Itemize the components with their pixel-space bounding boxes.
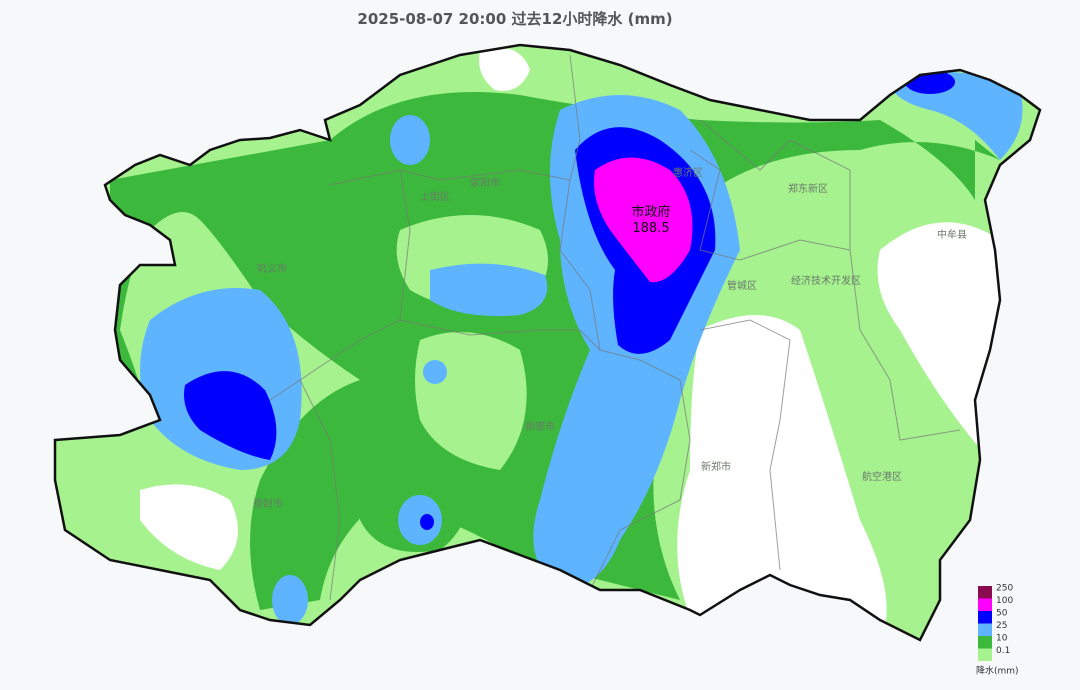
legend-label: 25 xyxy=(996,621,1007,631)
district-label: 荥阳市 xyxy=(470,176,500,189)
station-name: 市政府 xyxy=(631,204,670,220)
district-boundary xyxy=(699,119,961,441)
legend-swatch xyxy=(978,598,992,611)
legend-swatch xyxy=(978,648,992,661)
district-label: 上街区 xyxy=(420,190,450,203)
district-label: 郑东新区 xyxy=(788,182,828,195)
district-label: 登封市 xyxy=(253,497,283,510)
district-label: 新郑市 xyxy=(701,460,731,473)
field-white xyxy=(140,484,238,570)
district-boundary xyxy=(589,379,691,591)
field-blue-25 xyxy=(272,575,308,625)
district-boundary xyxy=(699,319,791,571)
district-boundary xyxy=(399,319,681,381)
field-white xyxy=(479,47,530,91)
field-blue-25 xyxy=(390,115,430,165)
field-blue-50 xyxy=(184,371,277,460)
legend-swatch xyxy=(978,636,992,649)
field-magenta-100 xyxy=(594,157,693,283)
station-value: 188.5 xyxy=(632,221,669,236)
legend-label: 250 xyxy=(996,584,1013,594)
legend-swatch xyxy=(978,623,992,636)
district-boundary xyxy=(689,149,851,261)
legend: 250 100 50 25 10 0.1 降水(mm) xyxy=(976,584,1019,677)
legend-label: 10 xyxy=(996,634,1008,644)
field-blue-25 xyxy=(423,360,447,384)
district-label: 航空港区 xyxy=(862,470,902,483)
district-boundary xyxy=(559,179,601,351)
district-boundary xyxy=(269,169,411,401)
field-blue-25 xyxy=(890,72,1023,160)
field-blue-50 xyxy=(420,514,434,530)
field-white xyxy=(877,222,1000,470)
district-label: 经济技术开发区 xyxy=(791,274,861,287)
legend-title: 降水(mm) xyxy=(976,665,1019,677)
district-label: 巩义市 xyxy=(257,262,287,275)
legend-swatch xyxy=(978,611,992,624)
field-blue-25 xyxy=(430,263,548,316)
precip-field: 郑东新区 中牟县 经济技术开发区 航空港区 新郑市 新密市 登封市 巩义市 上街… xyxy=(55,45,1040,640)
district-label: 惠济区 xyxy=(673,166,703,179)
legend-label: 0.1 xyxy=(996,646,1010,656)
district-label: 新密市 xyxy=(525,420,555,433)
field-white xyxy=(677,315,887,640)
legend-label: 100 xyxy=(996,596,1013,606)
legend-label: 50 xyxy=(996,609,1008,619)
district-label: 管城区 xyxy=(727,279,757,292)
district-boundary xyxy=(299,379,341,601)
field-green xyxy=(110,92,1000,610)
district-label: 中牟县 xyxy=(937,228,967,241)
field-blue-25 xyxy=(398,495,442,545)
map-title: 2025-08-07 20:00 过去12小时降水 (mm) xyxy=(357,10,672,28)
legend-swatch xyxy=(978,586,992,599)
